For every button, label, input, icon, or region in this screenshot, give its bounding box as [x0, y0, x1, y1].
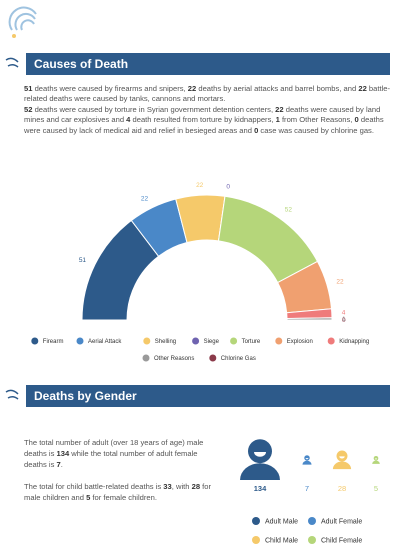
value-label: 1 [342, 316, 346, 323]
value-label: 0 [342, 317, 346, 324]
value-label: 52 [285, 207, 293, 214]
bold-number: 22 [275, 104, 284, 114]
icon-body [302, 460, 312, 465]
bold-number: 1 [275, 115, 280, 125]
icon-smile [339, 456, 345, 459]
bold-number: 22 [358, 84, 367, 93]
legend-label: Other Reasons [154, 356, 194, 362]
legend-label: Chlorine Gas [221, 356, 256, 362]
value-label: 28 [338, 484, 346, 493]
value-label: 22 [141, 196, 149, 203]
value-label: 5 [374, 484, 378, 493]
section-icon [5, 57, 19, 400]
text: deaths were caused by land mines and car… [24, 104, 381, 125]
value-label: 7 [305, 484, 309, 493]
legend-swatch [308, 536, 316, 544]
bold-number: 52 [24, 104, 33, 114]
legend-swatch [143, 337, 151, 345]
icon-smile [305, 458, 309, 460]
legend-swatch [142, 354, 150, 362]
section-header: Deaths by Gender [26, 385, 390, 407]
icon-head [248, 439, 272, 464]
person-icon [302, 455, 312, 465]
text: The total number of adult (over 18 years… [24, 438, 204, 458]
legend-label: Explosion [287, 339, 313, 345]
icon-head [304, 455, 310, 461]
paragraph: The total for child battle-related death… [24, 481, 216, 503]
icon-body [372, 460, 380, 464]
value-label: 22 [336, 279, 344, 286]
legend-label: Firearm [43, 339, 64, 345]
text: while the total number of adult female d… [24, 449, 198, 469]
bold-number: 51 [24, 84, 33, 93]
text: , with [171, 482, 192, 491]
text: for female children. [90, 493, 157, 502]
text: deaths were caused by torture in Syrian … [32, 104, 276, 114]
bold-number: 28 [191, 482, 201, 491]
section-text: 51 deaths were caused by firearms and sn… [24, 84, 390, 136]
icon-body [332, 461, 352, 470]
value-label: 134 [254, 484, 267, 493]
text: The total for child battle-related death… [24, 482, 164, 491]
value-label: 22 [196, 182, 204, 189]
paragraph: 51 deaths were caused by firearms and sn… [24, 84, 390, 105]
text: deaths were caused by firearms and snipe… [32, 84, 188, 93]
text: deaths by aerial attacks and barrel bomb… [196, 84, 359, 93]
text: deaths were caused by lack of medical ai… [24, 115, 384, 135]
icon-smile [374, 458, 378, 460]
legend-label: Adult Male [265, 519, 298, 526]
icon-body [240, 463, 280, 480]
value-label: 51 [79, 257, 87, 264]
bold-number: 33 [163, 482, 172, 491]
person-icon [332, 450, 352, 470]
bold-number: 0 [254, 125, 259, 135]
paragraph: The total number of adult (over 18 years… [24, 437, 216, 470]
legend-label: Torture [242, 339, 261, 345]
text: battle-related deaths were caused by tan… [24, 84, 391, 104]
legend-swatch [252, 517, 260, 525]
person-icon [240, 439, 280, 480]
legend-label: Adult Female [321, 519, 362, 526]
person-icon [372, 455, 380, 464]
legend-swatch [252, 536, 260, 544]
legend-swatch [209, 354, 217, 362]
legend-swatch [327, 337, 335, 345]
bold-number: 22 [187, 84, 197, 93]
legend-swatch [31, 337, 39, 345]
icon-head [373, 455, 379, 461]
text: for male children and [24, 482, 212, 502]
legend-swatch [76, 337, 84, 345]
text: death resulted from torture by kidnapper… [130, 115, 276, 125]
logo [8, 6, 37, 38]
legend-label: Siege [204, 339, 220, 345]
icon-head [336, 450, 348, 462]
legend-label: Child Female [321, 538, 362, 545]
legend-swatch [275, 337, 283, 345]
bold-number: 134 [56, 449, 70, 458]
legend-label: Child Male [265, 538, 298, 545]
section-header: Causes of Death [26, 53, 390, 75]
bold-number: 0 [354, 115, 359, 125]
legend-label: Kidnapping [339, 339, 369, 345]
bold-number: 5 [86, 493, 91, 502]
bold-number: 7 [56, 460, 61, 469]
legend-label: Aerial Attack [88, 339, 122, 345]
text: from Other Reasons, [279, 115, 355, 125]
value-label: 0 [226, 183, 230, 190]
legend-swatch [308, 517, 316, 525]
text: case was caused by chlorine gas. [258, 125, 374, 135]
paragraph: 52 deaths were caused by torture in Syri… [24, 105, 390, 136]
section-text: The total number of adult (over 18 years… [24, 437, 216, 503]
text: . [60, 460, 63, 469]
legend-label: Shelling [155, 339, 176, 345]
legend-swatch [230, 337, 238, 345]
bold-number: 4 [126, 115, 131, 125]
icon-smile [254, 452, 266, 457]
value-label: 4 [342, 310, 346, 317]
legend-swatch [192, 337, 200, 345]
